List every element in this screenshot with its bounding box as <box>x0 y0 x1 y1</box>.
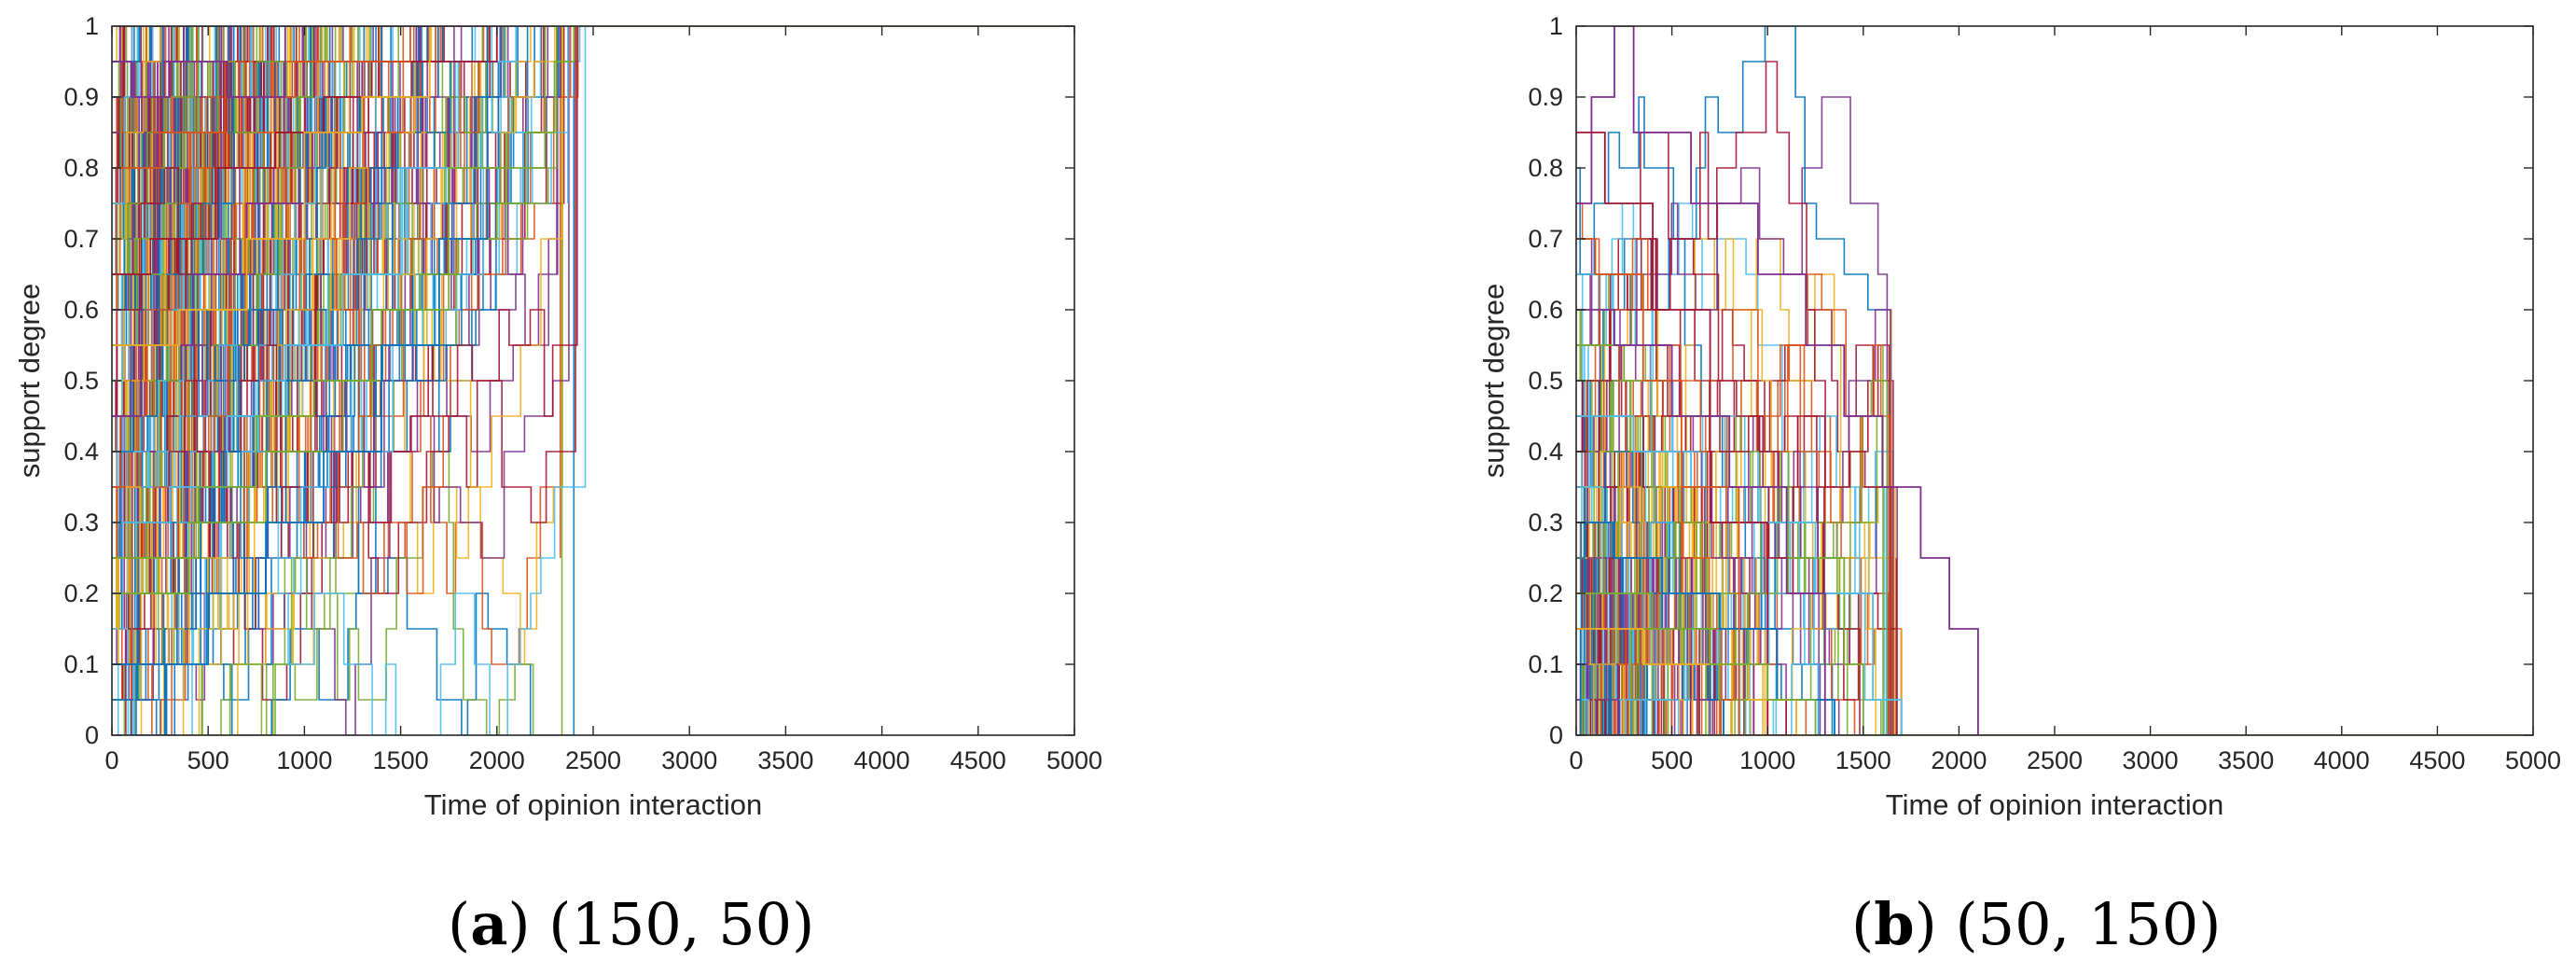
series-line <box>112 26 1074 417</box>
y-tick-label: 0.7 <box>1528 225 1563 253</box>
x-tick-label: 2500 <box>2027 746 2083 774</box>
caption-b-params: (50, 150) <box>1955 890 2221 958</box>
y-axis-title: support degree <box>1477 284 1510 479</box>
y-tick-label: 1 <box>85 12 99 40</box>
x-tick-label: 2000 <box>1931 746 1987 774</box>
x-tick-label: 500 <box>187 746 229 774</box>
y-tick-label: 0.1 <box>63 650 99 678</box>
y-axis-title: support degree <box>13 284 46 479</box>
y-tick-label: 0.3 <box>1528 508 1563 536</box>
x-tick-label: 3000 <box>661 746 717 774</box>
series-line <box>1576 238 2533 735</box>
caption-b: (b) (50, 150) <box>1851 890 2222 958</box>
panel-a: 0 500 1000 1500 2000 2500 3000 3500 4000 4500 5000… <box>13 12 1102 821</box>
series-line <box>1576 309 2533 735</box>
y-tick-label: 0 <box>85 721 99 749</box>
caption-a: (a) (150, 50) <box>448 890 814 958</box>
x-tick-label: 5000 <box>1046 746 1102 774</box>
series-line <box>1576 486 2533 735</box>
x-tick-label: 3000 <box>2123 746 2179 774</box>
x-tick-label: 1000 <box>1739 746 1795 774</box>
series-line <box>112 26 1074 665</box>
x-tick-label: 1000 <box>276 746 332 774</box>
x-tick-label: 1500 <box>1835 746 1891 774</box>
x-tick-label: 3500 <box>757 746 813 774</box>
x-tick-label: 2500 <box>565 746 621 774</box>
series-line <box>112 26 1074 665</box>
series-group <box>112 26 1074 735</box>
y-tick-label: 0.3 <box>63 508 99 536</box>
x-tick-label: 0 <box>1569 746 1583 774</box>
series-line <box>1576 26 2533 735</box>
y-tick-label: 0.1 <box>1528 650 1563 678</box>
x-tick-label: 4000 <box>2314 746 2370 774</box>
y-tick-label: 0.8 <box>63 154 99 182</box>
x-tick-label: 3500 <box>2218 746 2274 774</box>
x-tick-label: 4500 <box>950 746 1006 774</box>
x-tick-label: 4000 <box>854 746 910 774</box>
series-line <box>1576 238 2533 735</box>
series-line <box>1576 26 2533 735</box>
y-tick-label: 0.7 <box>63 225 99 253</box>
series-group <box>1576 26 2533 735</box>
panel-b: 0 500 1000 1500 2000 2500 3000 3500 4000 4500 5000… <box>1477 12 2561 821</box>
x-tick-label: 0 <box>104 746 118 774</box>
x-axis-title: Time of opinion interaction <box>1886 788 2223 821</box>
x-axis-title: Time of opinion interaction <box>424 788 762 821</box>
x-tick-label: 2000 <box>469 746 525 774</box>
series-line <box>112 26 1074 346</box>
series-line <box>112 26 1074 453</box>
y-tick-label: 1 <box>1549 12 1563 40</box>
series-line <box>112 26 1074 735</box>
series-line <box>112 26 1074 665</box>
series-line <box>112 26 1074 594</box>
y-tick-label: 0.9 <box>63 83 99 111</box>
y-tick-label: 0.8 <box>1528 154 1563 182</box>
y-tick-label: 0.2 <box>63 579 99 607</box>
series-line <box>112 26 1074 559</box>
y-tick-label: 0.4 <box>63 438 99 466</box>
series-line <box>1576 273 2533 735</box>
y-tick-label: 0.6 <box>1528 296 1563 324</box>
series-line <box>112 26 1074 630</box>
series-line <box>1576 273 2533 735</box>
y-tick-label: 0 <box>1549 721 1563 749</box>
y-tick-label: 0.4 <box>1528 438 1563 466</box>
series-line <box>112 26 1074 735</box>
caption-a-params: (150, 50) <box>548 890 814 958</box>
y-tick-label: 0.2 <box>1528 579 1563 607</box>
series-line <box>1576 522 2533 735</box>
series-line <box>112 26 1074 98</box>
x-tick-label: 500 <box>1651 746 1693 774</box>
series-line <box>1576 699 2533 735</box>
y-tick-label: 0.5 <box>63 367 99 395</box>
caption-a-letter: a <box>470 890 507 958</box>
y-tick-label: 0.5 <box>1528 367 1563 395</box>
series-line <box>112 26 1074 488</box>
y-tick-label: 0.6 <box>63 296 99 324</box>
series-line <box>112 26 1074 169</box>
caption-b-letter: b <box>1874 890 1914 958</box>
series-line <box>112 26 1074 665</box>
series-line <box>1576 699 2533 735</box>
x-tick-label: 5000 <box>2505 746 2561 774</box>
series-line <box>112 26 1074 559</box>
x-tick-label: 1500 <box>373 746 429 774</box>
series-line <box>112 26 1074 417</box>
series-line <box>1576 522 2533 735</box>
series-line <box>112 26 1074 169</box>
x-tick-label: 4500 <box>2409 746 2465 774</box>
y-tick-label: 0.9 <box>1528 83 1563 111</box>
series-line <box>1576 592 2533 735</box>
